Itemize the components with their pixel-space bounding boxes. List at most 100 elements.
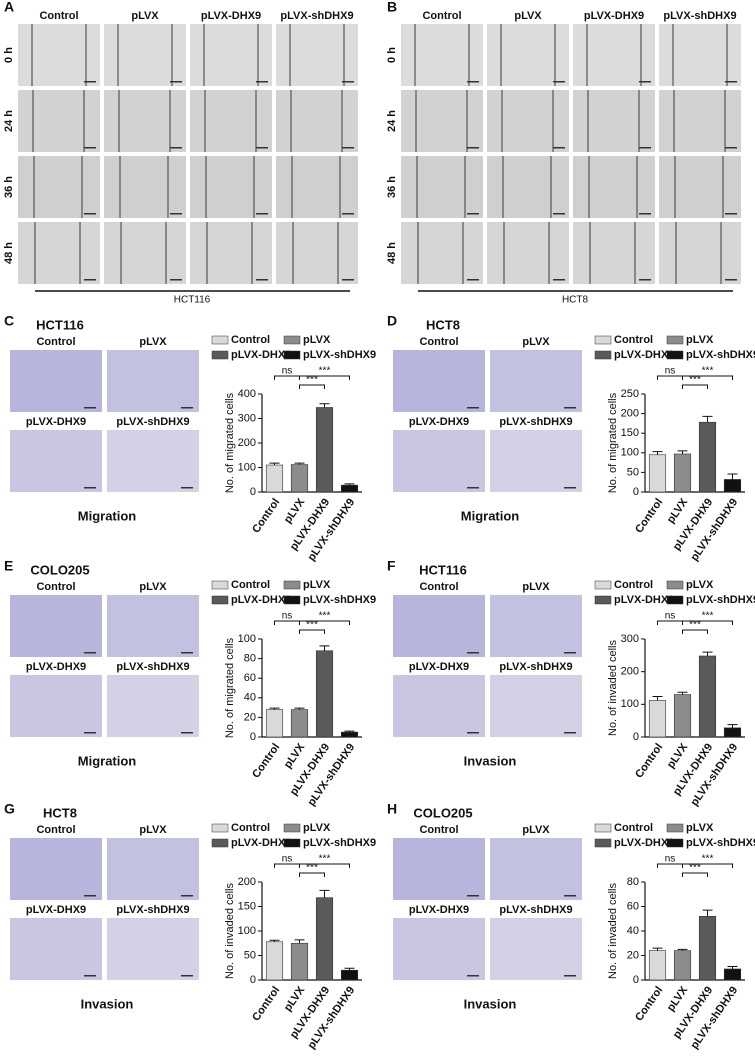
scale-bar [725,213,737,215]
panel-title: HCT116 [36,317,84,332]
significance-label: ns [665,854,676,865]
scale-bar [564,732,576,734]
panel-letter: C [4,313,14,329]
error-bar [702,651,713,656]
scale-bar [84,895,96,897]
error-bar [319,403,330,408]
wound-image [190,222,272,284]
significance-label: ns [282,366,293,377]
significance-label: *** [702,854,714,865]
scale-bar [181,895,193,897]
bar [723,968,742,981]
legend-label: pLVX-shDHX9 [303,349,376,361]
scale-bar [467,81,479,83]
legend-label: pLVX [303,334,331,346]
scale-bar [342,81,354,83]
image-label: pLVX-DHX9 [409,904,469,916]
image-label: Control [36,824,75,836]
scale-bar [467,147,479,149]
panel-letter: H [387,801,397,817]
image-label: pLVX-shDHX9 [499,416,572,428]
significance-bracket [299,872,325,877]
condition-label: pLVX-DHX9 [201,10,261,22]
x-tick-label: pLVX [665,496,691,526]
assay-label: Migration [461,508,520,523]
legend-label: pLVX-DHX9 [231,837,291,849]
y-tick-label: 40 [244,692,256,704]
cell-line-label: HCT116 [174,295,211,306]
significance-bracket [299,620,350,625]
legend-swatch [594,335,612,345]
significance-bracket [682,629,708,634]
scale-bar [564,407,576,409]
scale-bar [256,81,268,83]
significance-label: *** [689,620,701,631]
assay-label: Invasion [81,996,134,1011]
x-tick-label: Control [250,985,282,1024]
y-tick-label: 100 [621,447,639,459]
legend-swatch [283,838,301,848]
x-tick-label: Control [250,742,282,781]
transwell-image [490,595,582,657]
wound-image [573,90,655,152]
image-label: pLVX-DHX9 [26,416,86,428]
y-tick-label: 0 [633,486,639,498]
wound-image [276,90,358,152]
error-bar [677,948,688,951]
image-label: pLVX [139,581,167,593]
transwell-image [10,350,102,412]
image-label: Control [36,336,75,348]
wound-image [190,156,272,218]
significance-label: *** [306,375,318,386]
scale-bar [170,279,182,281]
transwell-image [107,430,199,492]
y-tick-label: 20 [244,711,256,723]
image-label: Control [419,336,458,348]
error-bar [652,451,663,455]
significance-bracket [299,375,350,380]
legend-swatch [211,335,229,345]
legend-swatch [283,580,301,590]
y-axis-label: No. of invaded cells [224,883,236,979]
significance-bracket [682,384,708,389]
legend-swatch [666,838,684,848]
image-label: pLVX [139,824,167,836]
legend-label: pLVX [303,579,331,591]
significance-label: ns [282,611,293,622]
legend-swatch [594,838,612,848]
legend-swatch [211,595,229,605]
scale-bar [564,487,576,489]
scale-bar [256,147,268,149]
error-bar [294,462,305,465]
legend-label: Control [231,334,270,346]
panel-letter: B [387,0,397,15]
condition-label: pLVX-shDHX9 [663,10,736,22]
y-tick-label: 60 [627,900,639,912]
significance-bracket [299,384,325,389]
error-bar [727,966,738,969]
legend-label: pLVX-DHX9 [614,349,674,361]
significance-bracket [299,629,325,634]
wound-image [104,222,186,284]
y-tick-label: 0 [250,731,256,743]
transwell-image [107,595,199,657]
scale-bar [467,213,479,215]
image-label: Control [419,581,458,593]
error-bar [344,730,355,733]
image-label: pLVX-DHX9 [26,661,86,673]
panel-letter: F [387,558,396,574]
scale-bar [84,213,96,215]
bar [673,950,692,981]
significance-label: *** [306,863,318,874]
scale-bar [84,975,96,977]
significance-bracket [682,375,733,380]
error-bar [294,707,305,710]
wound-image [487,90,569,152]
scale-bar [84,732,96,734]
scale-bar [564,895,576,897]
wound-image [401,90,483,152]
error-bar [702,415,713,423]
panel-title: HCT116 [419,562,467,577]
y-tick-label: 100 [238,461,256,473]
error-bar [344,967,355,971]
